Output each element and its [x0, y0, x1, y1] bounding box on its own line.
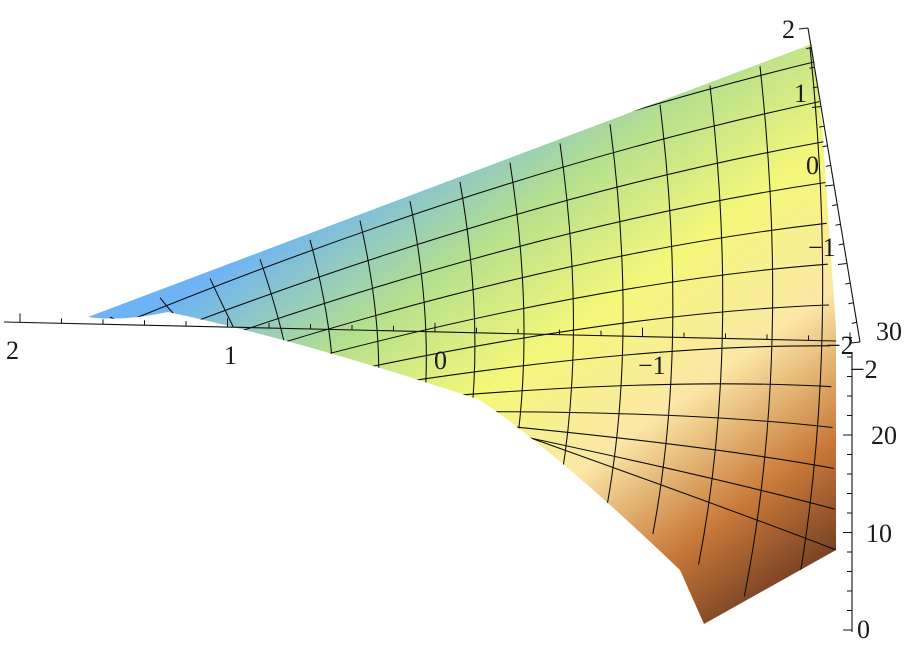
mesh-line-b [486, 428, 835, 510]
y-axis-tick [832, 204, 838, 207]
mesh-line-b [527, 436, 836, 551]
mesh-line-a [743, 66, 774, 597]
mesh-line-b [152, 181, 826, 363]
y-axis-tick [806, 47, 812, 50]
x-tick-label: 0 [434, 346, 447, 375]
x-tick-label: 2 [6, 336, 19, 365]
z-tick-label: 20 [871, 421, 897, 450]
y-axis-tick [824, 184, 835, 187]
mesh-line-a [509, 162, 525, 453]
y-axis-tick [798, 27, 809, 30]
y-axis-tick [819, 125, 825, 128]
mesh-line-b [194, 222, 827, 371]
y-axis [798, 27, 861, 344]
mesh-line-a [698, 85, 724, 565]
mesh-line-a [789, 46, 824, 624]
y-axis-tick [837, 263, 848, 265]
x-tick-label: −1 [638, 351, 666, 380]
mesh-line-a [606, 124, 624, 506]
y-axis-tick [811, 106, 822, 108]
y-axis-tick [851, 321, 857, 324]
z-tick-label: 30 [876, 317, 902, 346]
y-axis-tick [835, 223, 841, 226]
surface-patch [88, 44, 836, 624]
z-tick-label: 10 [866, 519, 892, 548]
z-tick-label: 0 [857, 615, 870, 644]
y-axis-tick [845, 282, 851, 285]
mesh-line-b [111, 141, 825, 355]
x-axis [3, 313, 851, 342]
y-axis-tick [822, 145, 828, 148]
y-axis-tick [838, 243, 844, 246]
y-tick-label: 2 [782, 15, 795, 44]
y-axis-tick [812, 86, 818, 89]
y-axis-tick [809, 66, 815, 69]
y-axis-tick [848, 302, 854, 305]
y-tick-label: −1 [808, 233, 836, 262]
mesh-line-a [652, 104, 674, 535]
z-axis [843, 337, 853, 632]
surface-mesh [88, 46, 836, 624]
mesh-line-a [559, 143, 574, 479]
y-axis-tick [850, 341, 861, 344]
y-tick-label: 1 [794, 79, 807, 108]
y-tick-label: −2 [850, 355, 878, 384]
y-tick-label: 0 [806, 151, 819, 180]
mesh-line-b [88, 100, 824, 346]
y-axis-tick [825, 164, 831, 167]
x-tick-label: 1 [224, 341, 237, 370]
x-tick-label: −2 [826, 331, 854, 360]
